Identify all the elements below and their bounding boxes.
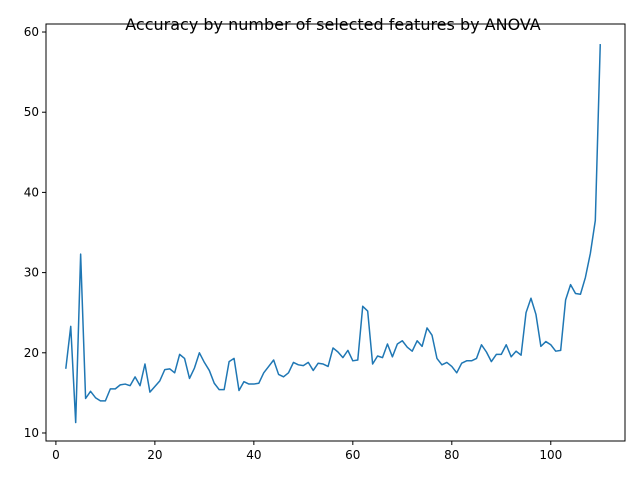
y-tick-label: 20 bbox=[24, 346, 39, 360]
y-tick-label: 60 bbox=[24, 25, 39, 39]
y-tick-label: 50 bbox=[24, 105, 39, 119]
y-tick-label: 10 bbox=[24, 426, 39, 440]
series-line bbox=[65, 44, 602, 424]
y-tick-label: 40 bbox=[24, 185, 39, 199]
x-tick-label: 40 bbox=[246, 448, 261, 462]
x-axis-ticks: 0 20 40 60 80 100 bbox=[52, 441, 562, 462]
x-tick-label: 100 bbox=[539, 448, 562, 462]
y-axis-ticks: 10 20 30 40 50 60 bbox=[24, 25, 46, 440]
x-tick-label: 60 bbox=[345, 448, 360, 462]
x-tick-label: 0 bbox=[52, 448, 60, 462]
y-tick-label: 30 bbox=[24, 266, 39, 280]
plot-area-frame bbox=[45, 23, 626, 442]
x-tick-label: 80 bbox=[444, 448, 459, 462]
x-tick-label: 20 bbox=[147, 448, 162, 462]
